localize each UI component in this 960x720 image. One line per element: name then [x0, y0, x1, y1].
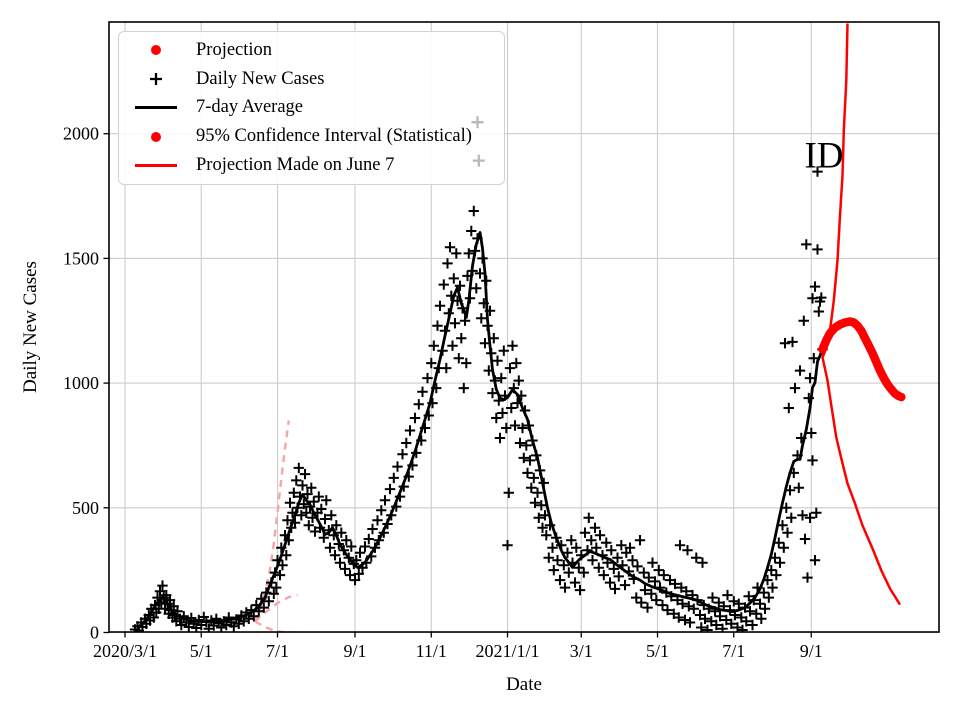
x-tick-label: 2020/3/1: [93, 641, 157, 661]
x-tick-label: 5/1: [190, 641, 213, 661]
x-tick-label: 11/1: [416, 641, 447, 661]
june7-projection-line: [821, 23, 902, 606]
legend-item: Daily New Cases: [127, 66, 500, 93]
legend-line-marker-icon: [127, 164, 185, 168]
y-axis-label: Daily New Cases: [20, 261, 41, 393]
axis-ticks: [103, 133, 812, 638]
x-tick-label: 3/1: [570, 641, 593, 661]
x-tick-label: 5/1: [646, 641, 669, 661]
state-annotation: ID: [804, 135, 844, 177]
legend-label: Daily New Cases: [196, 68, 325, 89]
series-group: [129, 23, 906, 632]
legend-item: Projection: [127, 37, 500, 64]
x-tick-label: 9/1: [800, 641, 823, 661]
y-tick-label: 1000: [63, 373, 99, 393]
legend-label: 95% Confidence Interval (Statistical): [196, 126, 472, 147]
legend-label: Projection Made on June 7: [196, 155, 395, 176]
projection-line: [818, 317, 906, 402]
legend-label: 7-day Average: [196, 97, 304, 118]
x-tick-label: 2021/1/1: [475, 641, 539, 661]
daily-cases-scatter: [129, 166, 828, 632]
y-tick-label: 2000: [63, 124, 99, 144]
legend-label: Projection: [196, 39, 273, 60]
legend-item: 95% Confidence Interval (Statistical): [127, 123, 500, 150]
legend-line-marker-icon: [127, 106, 185, 110]
legend-dot-marker-icon: [127, 131, 185, 142]
y-tick-label: 500: [72, 498, 99, 518]
tick-labels: 2020/3/1 5/1 7/1 9/1 11/1 2021/1/1 3/1 5/1 7/1 9/…: [63, 124, 823, 661]
x-tick-label: 9/1: [343, 641, 366, 661]
x-tick-label: 7/1: [266, 641, 289, 661]
avg7-line: [136, 231, 824, 629]
x-tick-label: 7/1: [722, 641, 745, 661]
legend-dot-marker-icon: [127, 45, 185, 56]
legend-item: 7-day Average: [127, 94, 500, 121]
legend-plus-marker-icon: [127, 71, 185, 87]
y-tick-label: 0: [90, 623, 99, 643]
plot-frame: [108, 21, 940, 633]
x-axis-label: Date: [506, 674, 542, 695]
legend: Projection Daily New Cases 7-day Average 95…: [118, 31, 505, 185]
legend-item: Projection Made on June 7: [127, 152, 500, 179]
y-tick-label: 1500: [63, 248, 99, 268]
